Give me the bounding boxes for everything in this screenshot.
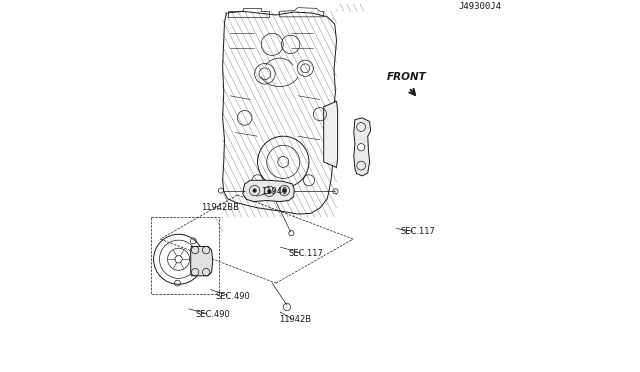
Text: SEC.117: SEC.117 bbox=[289, 249, 324, 258]
Text: SEC.490: SEC.490 bbox=[195, 310, 230, 319]
Text: SEC.490: SEC.490 bbox=[215, 292, 250, 301]
Polygon shape bbox=[354, 118, 371, 176]
Polygon shape bbox=[191, 246, 212, 276]
Polygon shape bbox=[243, 180, 294, 202]
Text: SEC.117: SEC.117 bbox=[401, 227, 436, 236]
Circle shape bbox=[253, 189, 257, 192]
Text: FRONT: FRONT bbox=[387, 72, 427, 82]
Text: 11942B: 11942B bbox=[280, 315, 312, 324]
Text: 11940: 11940 bbox=[261, 187, 287, 196]
Bar bbox=[151, 217, 219, 294]
Circle shape bbox=[282, 189, 286, 192]
Text: 11942BB: 11942BB bbox=[200, 203, 239, 212]
Text: J49300J4: J49300J4 bbox=[459, 2, 502, 11]
Circle shape bbox=[358, 144, 365, 151]
Circle shape bbox=[268, 189, 271, 193]
Polygon shape bbox=[324, 101, 338, 167]
